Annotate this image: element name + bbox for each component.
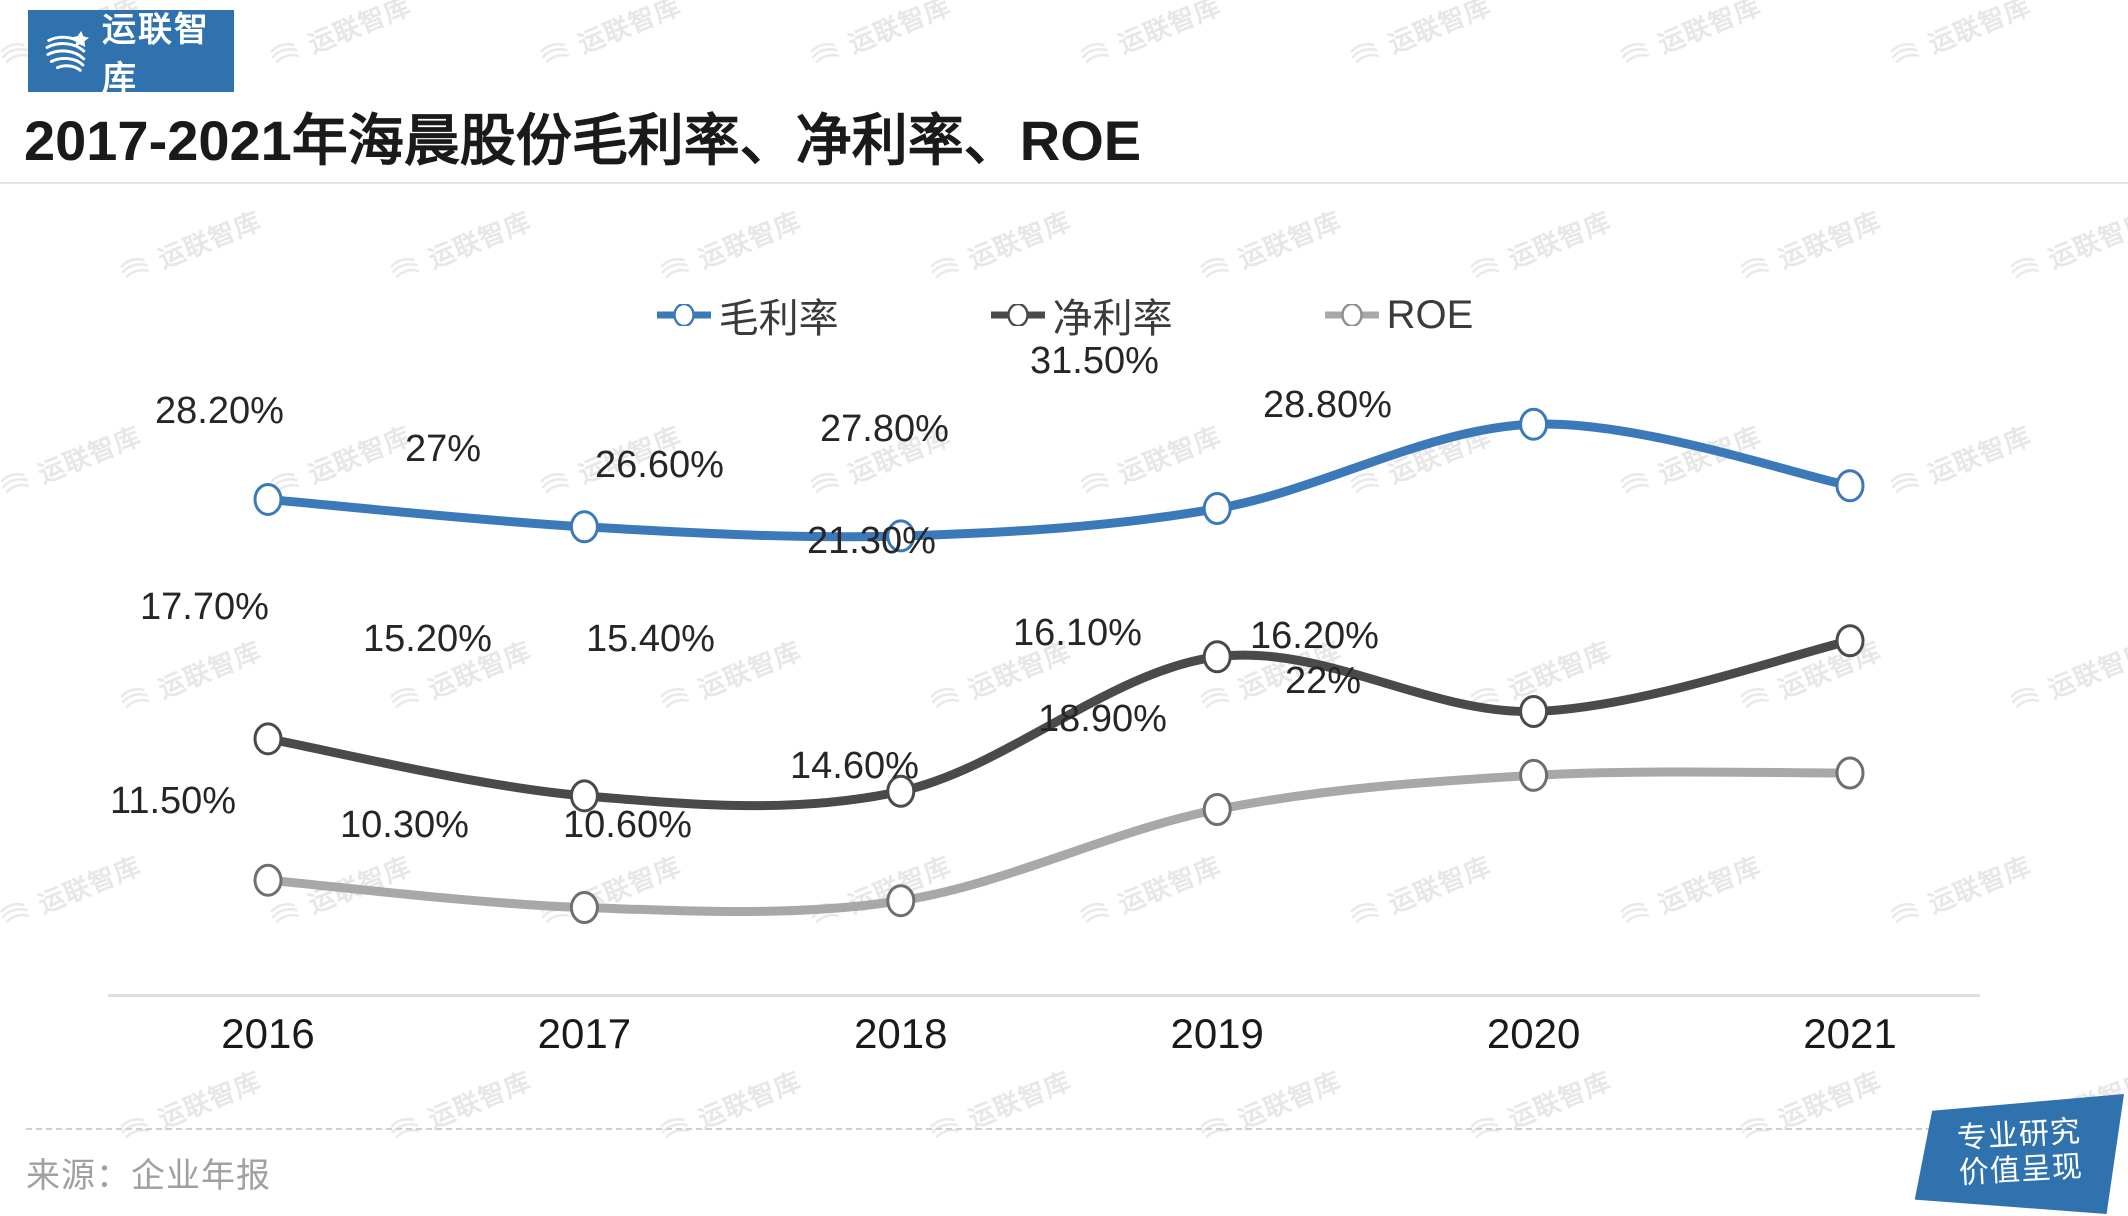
legend-item-2[interactable]: ROE bbox=[1323, 292, 1474, 338]
data-label: 11.50% bbox=[110, 780, 237, 822]
chart-svg bbox=[253, 407, 1865, 925]
watermark-tile: 运联智库 bbox=[2003, 200, 2128, 291]
data-point[interactable] bbox=[886, 519, 916, 553]
data-label: 28.80% bbox=[1263, 384, 1392, 426]
legend-item-1[interactable]: 净利率 bbox=[989, 286, 1173, 344]
data-point[interactable] bbox=[569, 891, 599, 925]
badge-line-2: 价值呈现 bbox=[1958, 1150, 2084, 1191]
x-tick-label: 2017 bbox=[537, 1010, 632, 1057]
series-point-group bbox=[253, 407, 1865, 925]
data-label: 16.10% bbox=[1013, 612, 1142, 654]
legend-marker-icon bbox=[656, 304, 711, 326]
series-line-0 bbox=[263, 419, 1855, 542]
tagline-badge: 专业研究 价值呈现 bbox=[1906, 1094, 2124, 1214]
watermark-tile: 运联智库 bbox=[923, 200, 1076, 291]
data-point[interactable] bbox=[253, 482, 283, 516]
legend-label-0: 毛利率 bbox=[718, 297, 839, 341]
data-point[interactable] bbox=[1519, 694, 1549, 728]
series-line-2 bbox=[263, 767, 1855, 917]
chart-legend: 毛利率 净利率 ROE bbox=[0, 285, 2128, 345]
data-point[interactable] bbox=[1202, 640, 1232, 674]
watermark-tile: 运联智库 bbox=[653, 200, 806, 291]
legend-item-0[interactable]: 毛利率 bbox=[655, 286, 839, 344]
data-label: 18.90% bbox=[1038, 698, 1167, 740]
data-label: 22% bbox=[1285, 660, 1362, 702]
watermark-tile: 运联智库 bbox=[1883, 0, 2036, 77]
data-point[interactable] bbox=[886, 884, 916, 918]
brand-logo-text: 运联智库 bbox=[102, 11, 210, 98]
badge-shape bbox=[1914, 1094, 2124, 1214]
legend-marker-icon bbox=[1324, 304, 1379, 326]
data-point[interactable] bbox=[1519, 407, 1549, 441]
x-tick-label: 2018 bbox=[854, 1010, 948, 1057]
watermark-tile: 运联智库 bbox=[1343, 0, 1496, 77]
data-point[interactable] bbox=[886, 774, 916, 808]
data-label: 26.60% bbox=[595, 444, 724, 486]
brand-logo: 运联智库 bbox=[28, 10, 234, 98]
data-point[interactable] bbox=[569, 510, 599, 544]
data-label: 27.80% bbox=[820, 408, 949, 450]
data-label: 16.20% bbox=[1250, 615, 1379, 657]
watermark-tile: 运联智库 bbox=[1613, 0, 1766, 77]
watermark-tile: 运联智库 bbox=[1733, 200, 1886, 291]
data-label: 14.60% bbox=[790, 745, 919, 787]
data-point[interactable] bbox=[1835, 756, 1865, 790]
chart-plot-area: 28.20% 27% 26.60% 27.80% 31.50% 28.80% 17.70% 1… bbox=[0, 340, 2128, 1020]
legend-label-1: 净利率 bbox=[1052, 297, 1173, 341]
watermark-tile: 运联智库 bbox=[533, 0, 686, 77]
data-label: 15.40% bbox=[586, 618, 715, 660]
watermark-tile: 运联智库 bbox=[113, 200, 266, 291]
watermark-tile: 运联智库 bbox=[1463, 200, 1616, 291]
legend-marker-icon bbox=[990, 304, 1045, 326]
legend-label-2: ROE bbox=[1386, 292, 1474, 337]
data-label: 28.20% bbox=[155, 390, 284, 432]
data-point[interactable] bbox=[253, 722, 283, 756]
series-path-group bbox=[263, 419, 1855, 917]
data-label: 10.60% bbox=[563, 804, 692, 846]
watermark-tile: 运联智库 bbox=[1193, 200, 1346, 291]
x-tick-label: 2016 bbox=[221, 1010, 315, 1057]
x-tick-label: 2020 bbox=[1486, 1010, 1581, 1057]
x-tick-label: 2021 bbox=[1803, 1010, 1897, 1057]
data-point[interactable] bbox=[1202, 492, 1232, 526]
data-point[interactable] bbox=[1202, 793, 1232, 827]
page-title: 2017-2021年海晨股份毛利率、净利率、ROE bbox=[24, 109, 1142, 172]
swoosh-globe-icon bbox=[45, 30, 89, 72]
data-label: 31.50% bbox=[1030, 340, 1159, 382]
data-label: 21.30% bbox=[807, 520, 936, 562]
source-note: 来源：企业年报 bbox=[26, 1157, 271, 1195]
data-label: 27% bbox=[405, 428, 482, 470]
badge-text: 专业研究 价值呈现 bbox=[1903, 1088, 2127, 1216]
x-axis-line bbox=[108, 994, 1980, 997]
watermark-tile: 运联智库 bbox=[1073, 0, 1226, 77]
data-label: 17.70% bbox=[140, 586, 269, 628]
series-line-1 bbox=[263, 636, 1855, 811]
data-point[interactable] bbox=[1835, 624, 1865, 658]
data-point[interactable] bbox=[569, 779, 599, 813]
data-point[interactable] bbox=[1835, 469, 1865, 503]
watermark-tile: 运联智库 bbox=[263, 0, 416, 77]
x-axis-ticks: 2016 2017 2018 2019 2020 2021 bbox=[108, 1010, 1980, 1080]
data-point[interactable] bbox=[1519, 758, 1549, 792]
data-label: 15.20% bbox=[363, 618, 492, 660]
watermark-tile: 运联智库 bbox=[803, 0, 956, 77]
title-divider bbox=[0, 182, 2128, 184]
footer-divider bbox=[26, 1128, 2102, 1130]
watermark-tile: 运联智库 bbox=[383, 200, 536, 291]
x-tick-label: 2019 bbox=[1170, 1010, 1264, 1057]
data-point[interactable] bbox=[253, 863, 283, 897]
data-label: 10.30% bbox=[340, 804, 469, 846]
